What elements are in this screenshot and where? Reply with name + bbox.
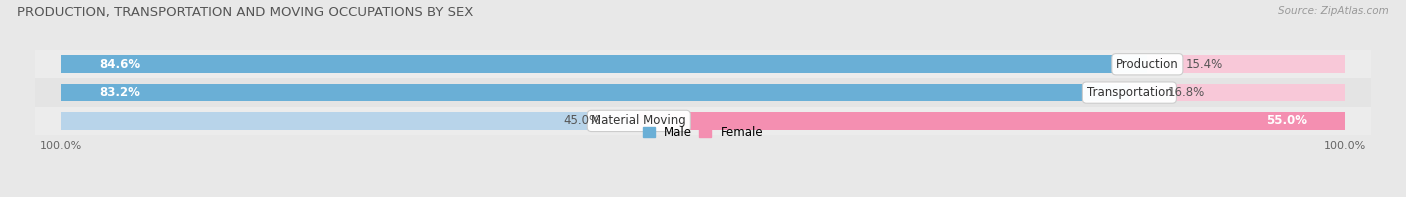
Text: PRODUCTION, TRANSPORTATION AND MOVING OCCUPATIONS BY SEX: PRODUCTION, TRANSPORTATION AND MOVING OC… [17,6,474,19]
Bar [1147,56,1346,73]
Bar [60,112,638,130]
Bar [638,112,1346,130]
Bar [35,78,1371,107]
Text: Material Moving: Material Moving [592,114,686,127]
Bar [35,107,1371,135]
Bar [35,50,1371,78]
Text: Source: ZipAtlas.com: Source: ZipAtlas.com [1278,6,1389,16]
Bar [60,84,1129,101]
Text: Production: Production [1116,58,1178,71]
Text: 84.6%: 84.6% [100,58,141,71]
Text: 15.4%: 15.4% [1185,58,1223,71]
Bar [60,56,1147,73]
Text: 16.8%: 16.8% [1168,86,1205,99]
Legend: Male, Female: Male, Female [643,126,763,139]
Text: 55.0%: 55.0% [1265,114,1306,127]
Bar [1129,84,1346,101]
Text: 83.2%: 83.2% [100,86,141,99]
Text: Transportation: Transportation [1087,86,1173,99]
Text: 45.0%: 45.0% [564,114,600,127]
